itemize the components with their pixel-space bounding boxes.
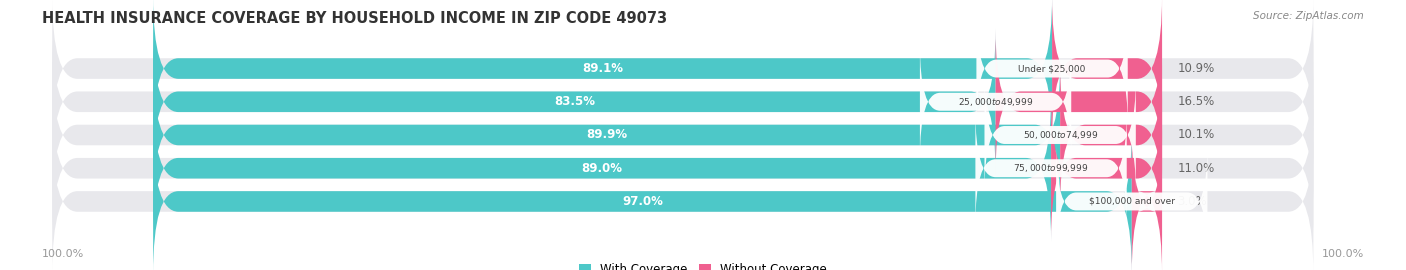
FancyBboxPatch shape <box>1132 129 1161 270</box>
FancyBboxPatch shape <box>1056 144 1208 259</box>
FancyBboxPatch shape <box>976 111 1126 226</box>
Text: $25,000 to $49,999: $25,000 to $49,999 <box>957 96 1033 108</box>
Text: Source: ZipAtlas.com: Source: ZipAtlas.com <box>1253 11 1364 21</box>
FancyBboxPatch shape <box>984 77 1136 193</box>
Text: 97.0%: 97.0% <box>621 195 662 208</box>
FancyBboxPatch shape <box>1060 62 1161 208</box>
FancyBboxPatch shape <box>153 0 1052 141</box>
FancyBboxPatch shape <box>976 11 1128 126</box>
Text: $100,000 and over: $100,000 and over <box>1088 197 1175 206</box>
FancyBboxPatch shape <box>153 96 1052 241</box>
FancyBboxPatch shape <box>52 129 1313 270</box>
FancyBboxPatch shape <box>995 29 1161 174</box>
Text: 16.5%: 16.5% <box>1177 95 1215 108</box>
Text: $75,000 to $99,999: $75,000 to $99,999 <box>1014 162 1088 174</box>
Text: 83.5%: 83.5% <box>554 95 595 108</box>
FancyBboxPatch shape <box>153 129 1132 270</box>
FancyBboxPatch shape <box>153 29 995 174</box>
Text: 11.0%: 11.0% <box>1177 162 1215 175</box>
Text: 89.0%: 89.0% <box>582 162 623 175</box>
FancyBboxPatch shape <box>52 29 1313 174</box>
Text: 100.0%: 100.0% <box>42 249 84 259</box>
Text: 89.1%: 89.1% <box>582 62 623 75</box>
FancyBboxPatch shape <box>52 96 1313 241</box>
FancyBboxPatch shape <box>920 44 1071 159</box>
Text: 100.0%: 100.0% <box>1322 249 1364 259</box>
Legend: With Coverage, Without Coverage: With Coverage, Without Coverage <box>579 263 827 270</box>
Text: 89.9%: 89.9% <box>586 129 627 141</box>
FancyBboxPatch shape <box>1052 0 1161 141</box>
Text: Under $25,000: Under $25,000 <box>1018 64 1085 73</box>
FancyBboxPatch shape <box>153 62 1060 208</box>
Text: 10.1%: 10.1% <box>1177 129 1215 141</box>
FancyBboxPatch shape <box>52 0 1313 141</box>
Text: 3.0%: 3.0% <box>1177 195 1206 208</box>
Text: HEALTH INSURANCE COVERAGE BY HOUSEHOLD INCOME IN ZIP CODE 49073: HEALTH INSURANCE COVERAGE BY HOUSEHOLD I… <box>42 11 668 26</box>
Text: $50,000 to $74,999: $50,000 to $74,999 <box>1022 129 1098 141</box>
FancyBboxPatch shape <box>52 62 1313 208</box>
FancyBboxPatch shape <box>1052 96 1161 241</box>
Text: 10.9%: 10.9% <box>1177 62 1215 75</box>
